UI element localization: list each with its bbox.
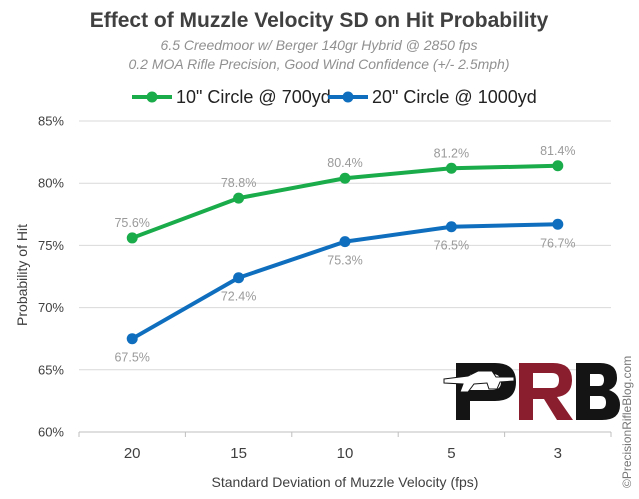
data-label: 72.4% [221,290,256,304]
legend-marker-dot-green [146,91,158,103]
data-point [445,162,457,174]
y-tick-label: 65% [38,362,64,377]
data-point [339,172,351,184]
x-tick-label: 5 [447,445,455,462]
data-label: 75.3% [327,254,362,268]
x-tick-label: 20 [124,445,141,462]
prb-logo [443,363,620,420]
data-label: 67.5% [114,351,149,365]
x-tick-label: 3 [554,445,562,462]
legend-label-blue: 20" Circle @ 1000yd [372,87,537,107]
chart-subtitle-line-2: 0.2 MOA Rifle Precision, Good Wind Confi… [128,56,509,72]
data-point [126,232,138,244]
chart-subtitle-line-1: 6.5 Creedmoor w/ Berger 140gr Hybrid @ 2… [161,37,478,53]
legend-label-green: 10" Circle @ 700yd [176,87,331,107]
series-layer [126,160,564,345]
data-label: 81.4% [540,144,575,158]
data-label: 76.7% [540,236,575,250]
data-label: 75.6% [114,216,149,230]
y-tick-label: 60% [38,425,64,440]
data-label: 81.2% [434,146,469,160]
data-point [233,192,245,204]
data-point [552,160,564,172]
data-label: 78.8% [221,176,256,190]
rifle-silhouette-icon [443,370,515,393]
y-tick-label: 85% [38,114,64,129]
x-axis-ticks: 20 15 10 5 3 [78,432,612,462]
data-point [552,218,564,230]
credit-text: ©PrecisionRifleBlog.com [620,356,634,488]
y-tick-label: 80% [38,176,64,191]
logo-r-stem [519,363,533,420]
data-point [233,272,245,284]
data-point [126,333,138,345]
logo-b [576,363,620,420]
data-point [445,221,457,233]
chart-title: Effect of Muzzle Velocity SD on Hit Prob… [90,9,549,32]
y-tick-label: 70% [38,300,64,315]
data-label: 80.4% [327,156,362,170]
y-axis-label: Probability of Hit [14,224,30,326]
y-axis-ticks: 60% 65% 70% 75% 80% 85% [38,114,64,440]
logo-r-bowl [533,363,573,420]
legend: 10" Circle @ 700yd 20" Circle @ 1000yd [132,87,537,107]
x-tick-label: 10 [337,445,354,462]
data-point [339,236,351,248]
x-tick-label: 15 [230,445,247,462]
data-label: 76.5% [434,239,469,253]
data-labels: 75.6% 78.8% 80.4% 81.2% 81.4% 67.5% 72.4% 75.3%… [114,144,575,365]
y-tick-label: 75% [38,238,64,253]
x-axis-label: Standard Deviation of Muzzle Velocity (f… [212,474,479,490]
legend-marker-dot-blue [342,91,354,103]
